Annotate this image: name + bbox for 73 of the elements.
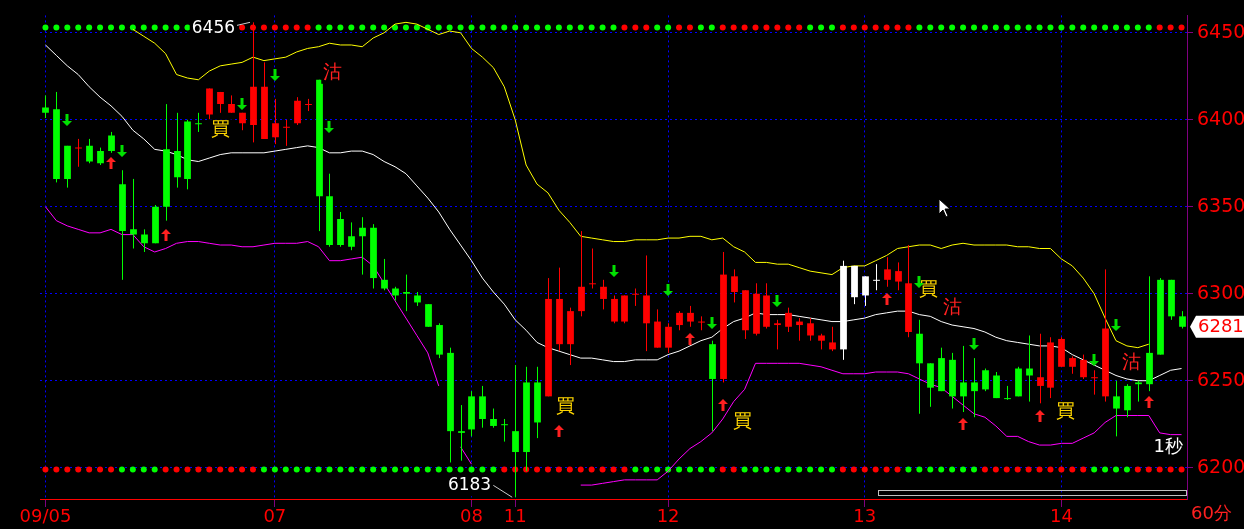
candlestick	[272, 98, 279, 145]
candlestick	[687, 305, 694, 328]
x-tick-label: 07	[263, 505, 287, 527]
candlestick	[359, 216, 366, 276]
candlestick	[381, 258, 388, 291]
candlestick	[425, 303, 432, 328]
candlestick	[305, 98, 312, 112]
candlestick	[895, 261, 902, 291]
y-tick-label: 6200	[1197, 454, 1244, 477]
candlestick	[993, 371, 1000, 399]
candlestick	[1004, 385, 1011, 401]
annotation: 6456	[191, 16, 236, 37]
annotation: 買	[918, 277, 938, 300]
candlestick	[130, 178, 137, 249]
candlestick	[731, 268, 738, 303]
candlestick	[1113, 380, 1120, 437]
candlestick	[1037, 333, 1044, 404]
candlestick	[458, 404, 465, 462]
y-tick-label: 6400	[1197, 106, 1244, 129]
candlestick	[479, 385, 486, 429]
candlestick	[611, 294, 618, 324]
annotation: 買	[210, 117, 230, 140]
x-tick-label: 13	[853, 505, 877, 527]
candlestick	[294, 96, 301, 126]
candlestick	[785, 307, 792, 333]
candlestick	[982, 368, 989, 392]
candlestick	[884, 256, 891, 288]
candlestick	[873, 263, 880, 291]
annotation: 買	[555, 393, 575, 416]
candlestick	[665, 322, 672, 354]
candlestick	[600, 279, 607, 310]
x-tick-label: 08	[460, 505, 483, 527]
annotation: 6183	[447, 473, 492, 494]
candlestick	[501, 418, 508, 443]
y-tick-label: 6350	[1197, 193, 1244, 216]
candlestick	[589, 248, 596, 290]
annotation: 沽	[942, 294, 962, 317]
y-tick-label: 6300	[1197, 280, 1244, 303]
annotation: 沽	[323, 59, 343, 82]
candlestick	[632, 288, 639, 307]
candlestick	[698, 315, 705, 331]
candlestick	[1080, 354, 1087, 380]
candlestick	[1091, 369, 1098, 396]
annotation: 買	[732, 409, 752, 432]
candlestick	[108, 131, 115, 154]
x-tick-label: 12	[656, 505, 680, 527]
candlestick	[862, 275, 869, 307]
annotation: 買	[1056, 398, 1076, 421]
x-tick-label: 14	[1049, 505, 1073, 527]
candlestick	[195, 112, 202, 133]
candlestick	[960, 345, 967, 413]
candlestick	[42, 94, 49, 119]
y-tick-label: 6250	[1197, 367, 1244, 390]
y-tick-label: 6450	[1197, 19, 1244, 42]
x-tick-label: 09/05	[19, 505, 72, 527]
candlestick	[75, 138, 82, 168]
candlestick	[403, 274, 410, 312]
annotation: 1秒	[1153, 434, 1183, 456]
candlestick	[86, 138, 93, 164]
x-tick-label: 11	[503, 505, 527, 527]
candlestick	[1135, 380, 1142, 403]
candlestick	[676, 310, 683, 331]
text: 6281	[1198, 315, 1244, 337]
candlestick	[971, 357, 978, 418]
candlestick	[829, 326, 836, 352]
annotation: 沽	[1121, 350, 1141, 373]
candlestick	[141, 228, 148, 253]
candlestick	[807, 317, 814, 342]
candlestick	[283, 119, 290, 147]
candlestick	[774, 319, 781, 350]
candlestick	[348, 221, 355, 251]
text: 60分	[1191, 501, 1232, 523]
candlestick	[490, 408, 497, 429]
